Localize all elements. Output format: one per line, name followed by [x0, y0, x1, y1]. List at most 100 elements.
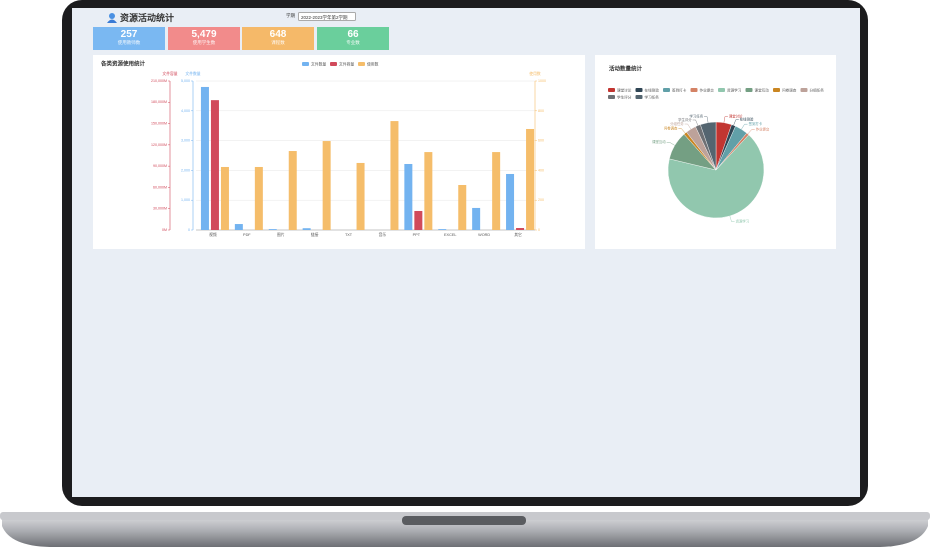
x-tick-label: 链接: [311, 232, 319, 237]
stat-value: 66: [347, 29, 359, 40]
legend-swatch: [773, 88, 780, 92]
legend-label: 文件容量: [339, 61, 354, 66]
chart-title: 活动数量统计: [609, 64, 643, 72]
stat-card: 66 专业数: [317, 27, 389, 50]
bar: [526, 128, 535, 230]
y-tick-label: 5,000: [181, 79, 190, 83]
bar: [458, 185, 467, 230]
bar-chart-panel: 各类资源使用统计 文件数量 文件容量 使用数文件数量01,0002,0003,0004…: [93, 55, 585, 249]
stat-label: 课程数: [271, 40, 285, 45]
legend-label: 签到打卡: [672, 87, 687, 92]
page-title: 资源活动统计: [120, 13, 175, 23]
stat-value: 648: [269, 29, 287, 40]
y-tick-label: 150,000M: [151, 122, 167, 126]
bar: [234, 224, 243, 230]
bar: [288, 151, 297, 230]
bar: [302, 228, 311, 230]
x-tick-label: TXT: [345, 233, 353, 237]
label-line: [704, 116, 709, 123]
pie-slice: [667, 134, 765, 219]
legend-swatch: [330, 62, 337, 66]
stat-label: 专业数: [346, 40, 360, 45]
legend-swatch: [635, 95, 643, 99]
x-tick-label: 图片: [277, 232, 285, 237]
slice-label: 签到打卡: [749, 121, 763, 126]
y-tick-label: 0M: [162, 228, 167, 232]
legend-label: 文件数量: [311, 61, 326, 66]
legend-label: 作业提交: [700, 87, 715, 92]
x-tick-label: 其它: [514, 232, 522, 237]
slice-label: 在线测验: [740, 117, 754, 122]
y-tick-label: 0: [188, 228, 190, 232]
x-tick-label: WORD: [478, 233, 490, 237]
label-line: [723, 116, 728, 123]
term-select[interactable]: 2022-2023学年第2学期: [298, 12, 356, 21]
bar: [414, 210, 423, 230]
bar: [220, 166, 229, 230]
y-tick-label: 30,000M: [153, 207, 167, 211]
bar: [438, 229, 447, 230]
logo-icon: [107, 13, 117, 23]
x-tick-label: 音乐: [379, 232, 387, 237]
bar: [254, 166, 263, 230]
legend-label: 资源学习: [727, 87, 742, 92]
notch: [402, 516, 526, 525]
stat-card: 5,479 使用学生数: [168, 27, 240, 50]
stat-label: 使用学生数: [192, 40, 216, 45]
legend-swatch: [663, 88, 670, 92]
y-tick-label: 800: [538, 109, 544, 113]
x-tick-label: PPT: [413, 233, 421, 237]
legend-label: 课堂互动: [755, 87, 770, 92]
slice-label: 分组任务: [670, 121, 684, 126]
y-tick-label: 180,000M: [151, 100, 167, 104]
stat-card: 257 使用教师数: [93, 27, 165, 50]
legend-swatch: [358, 62, 365, 66]
legend-swatch: [302, 62, 309, 66]
bar: [404, 163, 413, 230]
bar: [356, 162, 365, 230]
legend-label: 学生评分: [617, 94, 632, 99]
y-tick-label: 3,000: [181, 139, 190, 143]
screen: 资源活动统计 学期 2022-2023学年第2学期 257 使用教师数 5,479…: [72, 8, 860, 497]
bar: [506, 173, 515, 230]
slice-label: 资源学习: [736, 219, 750, 224]
bar: [210, 100, 219, 231]
slice-label: 课堂互动: [652, 139, 666, 144]
label-line: [666, 142, 675, 146]
bar: [516, 228, 525, 230]
label-line: [733, 119, 739, 126]
term-label: 学期: [286, 13, 295, 18]
y-tick-label: 0: [538, 228, 540, 232]
legend-swatch: [718, 88, 725, 92]
bar: [390, 121, 399, 230]
label-line: [729, 215, 735, 222]
bar: [322, 141, 331, 230]
label-line: [692, 119, 699, 126]
label-line: [684, 123, 691, 130]
stat-value: 257: [120, 29, 138, 40]
legend-swatch: [690, 88, 698, 92]
y-tick-label: 200: [538, 198, 544, 202]
y-tick-label: 210,000M: [151, 79, 167, 83]
stat-label: 使用教师数: [117, 40, 141, 45]
legend-swatch: [608, 95, 615, 99]
y-tick-label: 60,000M: [153, 185, 167, 189]
bar: [424, 152, 433, 230]
slice-label: 问卷调查: [664, 125, 678, 130]
y-tick-label: 90,000M: [153, 164, 167, 168]
y-tick-label: 1,000: [181, 198, 190, 202]
label-line: [747, 129, 755, 135]
x-tick-label: EXCEL: [444, 233, 456, 237]
bar: [472, 207, 481, 230]
y-tick-label: 600: [538, 139, 544, 143]
legend-swatch: [608, 88, 615, 92]
slice-label: 作业提交: [756, 126, 770, 131]
legend-swatch: [635, 88, 643, 92]
legend-label: 课堂讨论: [617, 87, 632, 92]
y-tick-label: 400: [538, 168, 544, 172]
slice-label: 学生评分: [678, 117, 692, 122]
y-axis-title: 使用数: [529, 71, 541, 76]
legend-swatch: [745, 88, 753, 92]
y-axis-title: 文件数量: [185, 71, 200, 76]
